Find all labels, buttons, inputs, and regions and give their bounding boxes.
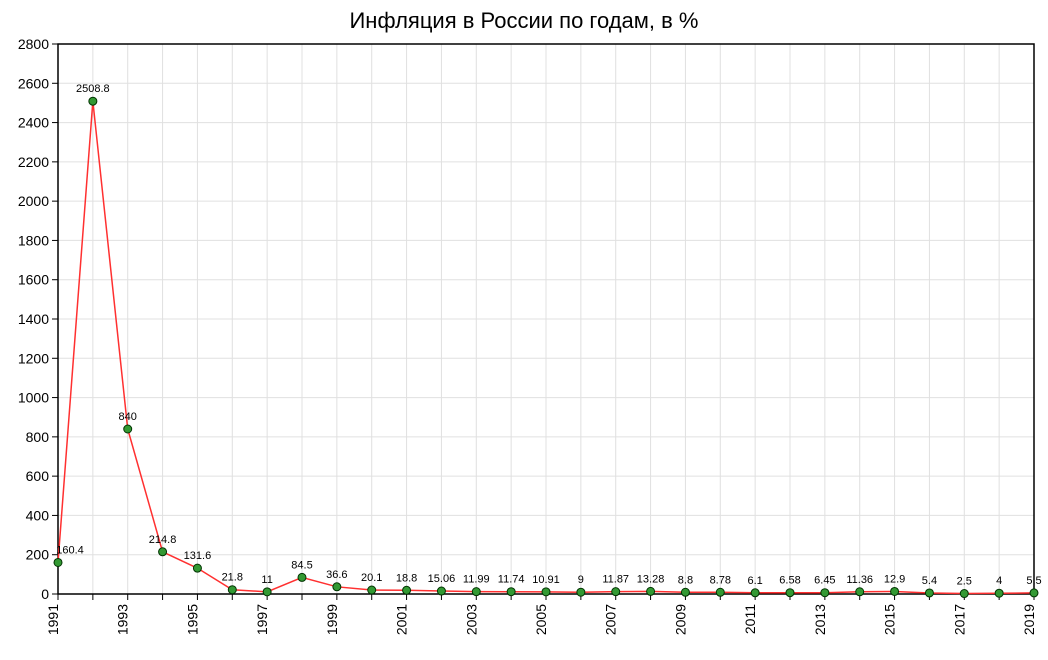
x-tick-label: 2013 (812, 604, 828, 635)
value-label: 6.1 (747, 575, 762, 587)
value-label: 15.06 (428, 573, 456, 585)
data-point (995, 589, 1003, 597)
x-tick-label: 2019 (1021, 604, 1037, 635)
data-point (437, 587, 445, 595)
chart-title: Инфляция в России по годам, в % (349, 8, 698, 33)
data-point (298, 573, 306, 581)
value-label: 18.8 (396, 572, 417, 584)
y-tick-label: 2400 (18, 115, 49, 131)
value-label: 840 (119, 411, 137, 423)
data-point (647, 587, 655, 595)
y-tick-label: 1600 (18, 272, 49, 288)
y-tick-label: 1800 (18, 232, 49, 248)
x-tick-label: 2007 (603, 604, 619, 635)
value-label: 11.74 (498, 574, 525, 586)
data-point (124, 425, 132, 433)
y-tick-label: 1000 (18, 390, 49, 406)
y-tick-label: 800 (26, 429, 50, 445)
data-point (507, 588, 515, 596)
value-label: 5.5 (1026, 575, 1041, 587)
y-tick-label: 2200 (18, 154, 49, 170)
x-tick-label: 2017 (951, 604, 967, 635)
value-label: 84.5 (291, 559, 312, 571)
data-point (577, 588, 585, 596)
data-point (472, 588, 480, 596)
value-label: 8.78 (710, 574, 731, 586)
y-tick-label: 200 (26, 547, 50, 563)
value-label: 8.8 (678, 574, 693, 586)
x-tick-label: 1993 (115, 604, 131, 635)
data-point (193, 564, 201, 572)
value-label: 11.36 (846, 574, 873, 586)
value-label: 11.99 (463, 574, 490, 586)
data-point (368, 586, 376, 594)
value-label: 214.8 (149, 534, 177, 546)
data-point (821, 589, 829, 597)
data-point (333, 583, 341, 591)
x-tick-label: 2015 (882, 604, 898, 635)
data-point (54, 558, 62, 566)
data-point (263, 588, 271, 596)
x-tick-label: 2003 (463, 604, 479, 635)
x-tick-label: 2009 (672, 604, 688, 635)
x-tick-label: 2001 (394, 604, 410, 635)
value-label: 21.8 (222, 572, 243, 584)
data-point (925, 589, 933, 597)
value-label: 11.87 (602, 574, 629, 586)
inflation-chart: Инфляция в России по годам, в % 0 200 400 60… (0, 0, 1048, 660)
y-tick-label: 1400 (18, 311, 49, 327)
value-label: 12.9 (884, 573, 905, 585)
value-label: 6.58 (779, 575, 800, 587)
y-tick-label: 2000 (18, 193, 49, 209)
value-label: 2508.8 (76, 83, 110, 95)
y-tick-label: 2800 (18, 36, 49, 52)
data-point (751, 589, 759, 597)
value-label: 11 (261, 574, 272, 586)
data-point (612, 588, 620, 596)
x-tick-label: 1997 (254, 604, 270, 635)
data-point (228, 586, 236, 594)
value-label: 131.6 (184, 550, 212, 562)
data-point (716, 588, 724, 596)
data-point (403, 586, 411, 594)
value-label: 5.4 (922, 575, 937, 587)
value-label: 20.1 (361, 572, 382, 584)
x-tick-label: 2005 (533, 604, 549, 635)
value-label: 2.5 (957, 576, 972, 588)
value-label: 36.6 (326, 569, 347, 581)
data-point (159, 548, 167, 556)
x-tick-label: 2011 (742, 604, 758, 634)
x-tick-label: 1995 (184, 604, 200, 635)
chart-svg: Инфляция в России по годам, в % 0 200 400 60… (0, 0, 1048, 660)
value-label: 160.4 (56, 544, 84, 556)
y-tick-label: 1200 (18, 350, 49, 366)
data-point (681, 588, 689, 596)
value-label: 9 (578, 574, 584, 586)
x-tick-label: 1999 (324, 604, 340, 635)
value-label: 10.91 (532, 574, 560, 586)
data-point (542, 588, 550, 596)
y-tick-label: 400 (26, 507, 50, 523)
value-label: 4 (996, 575, 1002, 587)
y-tick-label: 0 (41, 586, 49, 602)
y-tick-label: 2600 (18, 75, 49, 91)
data-point (891, 587, 899, 595)
data-point (856, 588, 864, 596)
y-tick-label: 600 (26, 468, 50, 484)
value-label: 13.28 (637, 573, 665, 585)
data-point (1030, 589, 1038, 597)
data-point (89, 97, 97, 105)
value-label: 6.45 (814, 575, 835, 587)
data-point (786, 589, 794, 597)
x-tick-label: 1991 (45, 604, 61, 635)
data-point (960, 590, 968, 598)
